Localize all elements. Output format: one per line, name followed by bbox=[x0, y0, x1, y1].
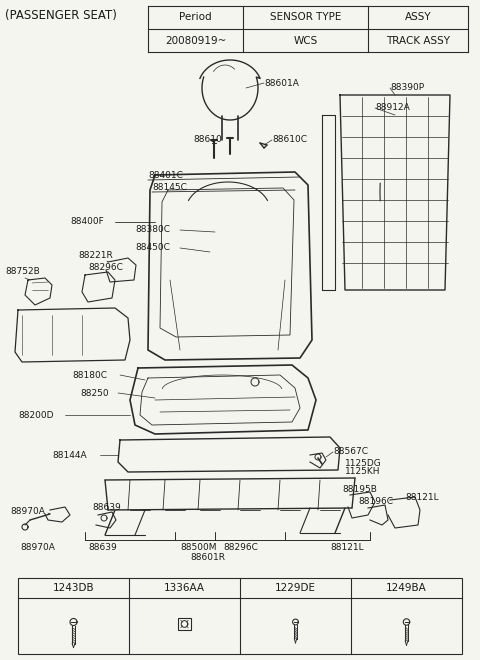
Text: 88639: 88639 bbox=[88, 543, 117, 552]
Text: 88195B: 88195B bbox=[342, 486, 377, 494]
Text: SENSOR TYPE: SENSOR TYPE bbox=[270, 13, 341, 22]
Text: 20080919~: 20080919~ bbox=[165, 36, 226, 46]
Bar bbox=[18, 578, 462, 654]
Text: 88400F: 88400F bbox=[70, 218, 104, 226]
Text: 1249BA: 1249BA bbox=[386, 583, 427, 593]
Text: 88380C: 88380C bbox=[135, 226, 170, 234]
Text: 88601A: 88601A bbox=[264, 79, 299, 88]
Text: 88250: 88250 bbox=[80, 389, 108, 397]
Text: 1125DG: 1125DG bbox=[345, 459, 382, 467]
Text: 88221R: 88221R bbox=[78, 251, 113, 261]
Text: 88752B: 88752B bbox=[5, 267, 40, 277]
Text: 88912A: 88912A bbox=[375, 104, 410, 112]
Text: 88144A: 88144A bbox=[52, 451, 86, 459]
Text: 88601R: 88601R bbox=[191, 554, 226, 562]
Text: 88121L: 88121L bbox=[330, 543, 364, 552]
Text: 88970A: 88970A bbox=[10, 508, 45, 517]
Text: 88639: 88639 bbox=[92, 502, 121, 512]
Text: 88610: 88610 bbox=[193, 135, 222, 145]
Text: Period: Period bbox=[179, 13, 212, 22]
Text: 88401C: 88401C bbox=[148, 172, 183, 180]
Text: WCS: WCS bbox=[293, 36, 318, 46]
Text: TRACK ASSY: TRACK ASSY bbox=[386, 36, 450, 46]
Text: 1125KH: 1125KH bbox=[345, 467, 381, 477]
Text: 88121L: 88121L bbox=[405, 492, 439, 502]
Text: 88567C: 88567C bbox=[333, 447, 368, 457]
Text: 88610C: 88610C bbox=[272, 135, 307, 145]
Text: 88500M: 88500M bbox=[180, 543, 216, 552]
Text: 88296C: 88296C bbox=[88, 263, 123, 273]
Bar bbox=[179, 618, 191, 630]
Text: 88970A: 88970A bbox=[20, 543, 55, 552]
Text: 88145C: 88145C bbox=[152, 183, 187, 193]
Text: 1243DB: 1243DB bbox=[53, 583, 94, 593]
Text: 88296C: 88296C bbox=[223, 543, 258, 552]
Text: (PASSENGER SEAT): (PASSENGER SEAT) bbox=[5, 9, 117, 22]
Text: 88196C: 88196C bbox=[358, 498, 393, 506]
Text: ASSY: ASSY bbox=[405, 13, 432, 22]
Text: 1336AA: 1336AA bbox=[164, 583, 205, 593]
Text: 88180C: 88180C bbox=[72, 370, 107, 380]
Text: 88390P: 88390P bbox=[390, 84, 424, 92]
Text: 88200D: 88200D bbox=[18, 411, 53, 420]
Text: 88450C: 88450C bbox=[135, 244, 170, 253]
Text: 1229DE: 1229DE bbox=[275, 583, 316, 593]
